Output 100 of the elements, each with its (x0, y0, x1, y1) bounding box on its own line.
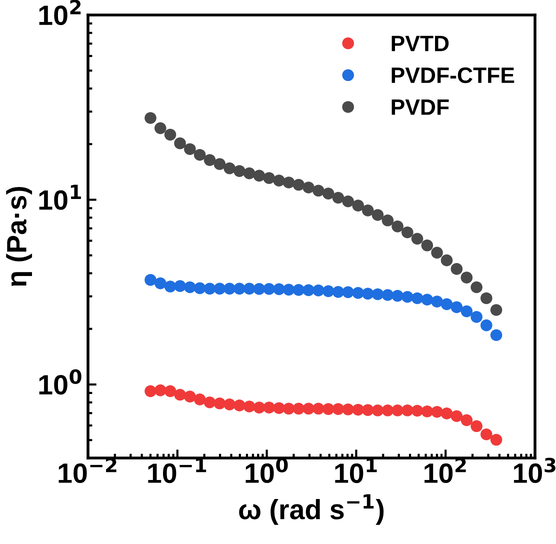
point (372, 288, 384, 300)
point (184, 281, 196, 294)
point (431, 406, 443, 418)
point (234, 400, 246, 412)
point (362, 404, 374, 416)
point (342, 286, 354, 298)
point (263, 402, 275, 414)
point (253, 170, 266, 182)
point (224, 398, 236, 410)
point (431, 296, 443, 308)
point (144, 274, 156, 286)
point (312, 284, 324, 296)
point (243, 167, 256, 180)
point (214, 158, 226, 170)
point (174, 388, 186, 401)
point (302, 182, 314, 194)
point (450, 301, 463, 314)
point (224, 162, 236, 174)
point (460, 305, 473, 318)
point (263, 283, 275, 295)
point (480, 292, 492, 304)
point (352, 200, 364, 212)
point (490, 304, 502, 316)
point (460, 272, 473, 284)
point (322, 188, 334, 200)
point (302, 402, 314, 415)
point (440, 254, 453, 266)
point (460, 414, 473, 426)
point (243, 282, 256, 295)
point (282, 176, 295, 188)
legend-label: PVTD (392, 36, 449, 52)
point (184, 390, 196, 402)
point (174, 137, 186, 150)
point (204, 282, 216, 295)
point (253, 402, 266, 414)
point (382, 289, 394, 301)
point (431, 246, 443, 259)
point (282, 284, 295, 296)
point (263, 172, 275, 184)
x-tick-label: 10$^{3}$ (514, 458, 556, 484)
point (224, 282, 236, 295)
y-axis-title: η (Pa·s) (6, 186, 32, 286)
point (480, 428, 492, 440)
point (392, 404, 404, 416)
point (302, 284, 314, 296)
point (194, 282, 206, 294)
point (362, 204, 374, 216)
legend-label: PVDF-CTFE (392, 67, 514, 84)
point (362, 288, 374, 300)
point (402, 404, 414, 416)
point (392, 290, 404, 302)
point (214, 397, 226, 410)
point (382, 404, 394, 416)
point (392, 220, 404, 232)
point (292, 402, 305, 415)
point (234, 165, 246, 177)
point (470, 281, 482, 294)
point (450, 410, 463, 422)
y-tick-label: 10$^{0}$ (39, 369, 82, 395)
point (164, 280, 176, 292)
point (174, 280, 186, 292)
x-axis-title: ω (rad s$^{−1}$) (239, 494, 384, 525)
point (440, 298, 453, 310)
point (372, 404, 384, 416)
point (322, 403, 334, 415)
point (234, 282, 246, 295)
point (154, 122, 166, 134)
point (164, 128, 176, 141)
point (402, 290, 414, 303)
point (490, 329, 502, 342)
point (184, 143, 196, 155)
point (204, 154, 216, 166)
y-tick-label: 10$^{1}$ (39, 184, 81, 210)
point (144, 385, 156, 398)
point (282, 402, 295, 415)
point (332, 403, 344, 415)
point (243, 400, 256, 412)
point (253, 283, 266, 295)
point (312, 184, 324, 197)
point (440, 408, 453, 420)
point (273, 174, 285, 186)
point (421, 240, 434, 252)
y-tick-label: 10$^{2}$ (39, 0, 81, 26)
point (411, 292, 424, 304)
point (411, 404, 424, 417)
point (421, 294, 434, 306)
point (292, 178, 305, 191)
point (342, 195, 354, 208)
point (204, 396, 216, 408)
point (312, 402, 324, 415)
point (164, 385, 176, 398)
legend-label: PVDF (392, 99, 449, 115)
point (214, 282, 226, 295)
point (144, 112, 156, 124)
point (411, 232, 424, 245)
point (421, 405, 434, 418)
point (194, 148, 206, 161)
point (342, 404, 354, 416)
point (450, 263, 463, 275)
point (352, 287, 364, 299)
